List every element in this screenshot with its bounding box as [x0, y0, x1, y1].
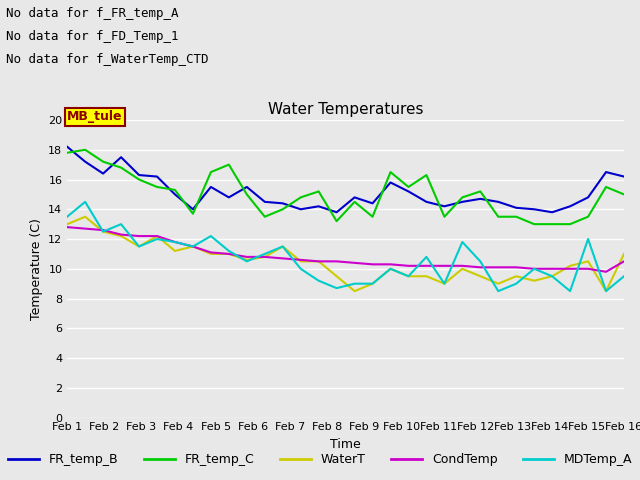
X-axis label: Time: Time: [330, 438, 361, 451]
Text: No data for f_FR_temp_A: No data for f_FR_temp_A: [6, 7, 179, 20]
Y-axis label: Temperature (C): Temperature (C): [29, 218, 43, 320]
Text: No data for f_WaterTemp_CTD: No data for f_WaterTemp_CTD: [6, 53, 209, 66]
Text: No data for f_FD_Temp_1: No data for f_FD_Temp_1: [6, 30, 179, 43]
Legend: FR_temp_B, FR_temp_C, WaterT, CondTemp, MDTemp_A: FR_temp_B, FR_temp_C, WaterT, CondTemp, …: [3, 448, 637, 471]
Title: Water Temperatures: Water Temperatures: [268, 102, 423, 118]
Text: MB_tule: MB_tule: [67, 110, 123, 123]
